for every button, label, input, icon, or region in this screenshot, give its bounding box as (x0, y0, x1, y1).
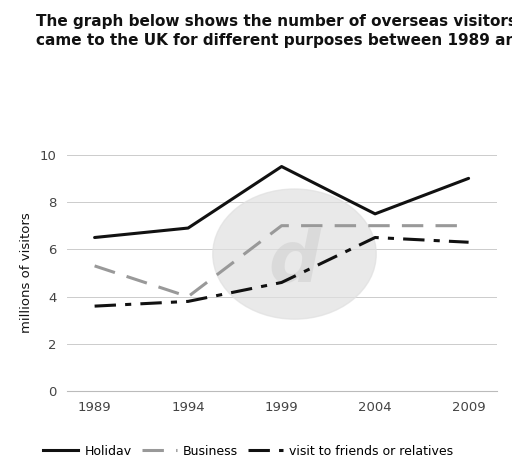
Ellipse shape (213, 189, 376, 319)
Y-axis label: millions of visitors: millions of visitors (20, 212, 33, 334)
Legend: Holiday, Business, visit to friends or relatives: Holiday, Business, visit to friends or r… (38, 440, 459, 455)
Text: d: d (269, 227, 321, 296)
Text: The graph below shows the number of overseas visitors who
came to the UK for dif: The graph below shows the number of over… (36, 14, 512, 48)
